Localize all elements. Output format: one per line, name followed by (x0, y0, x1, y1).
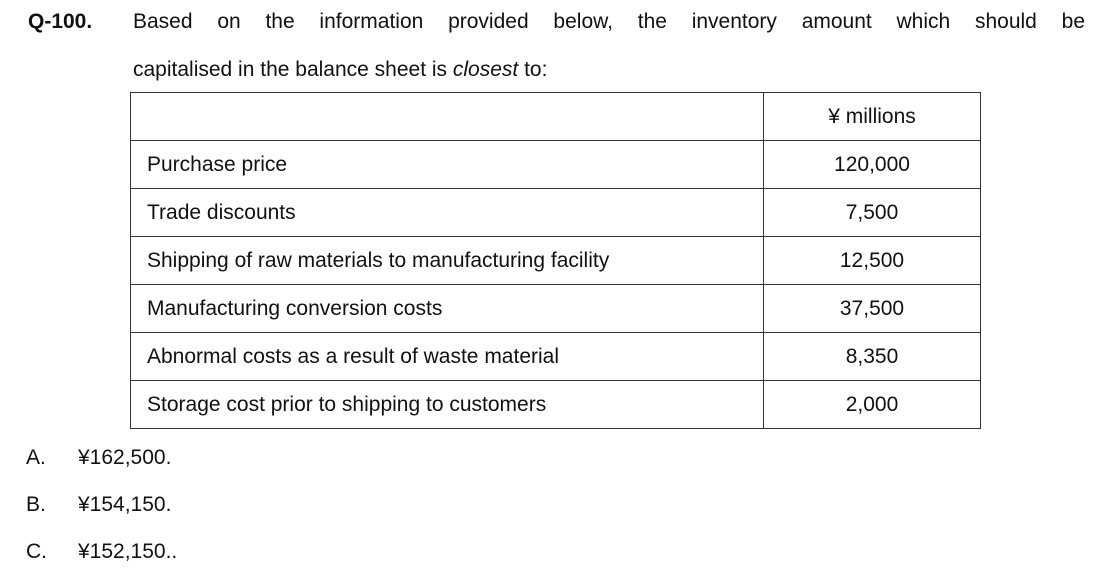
cost-table: ¥ millions Purchase price 120,000 Trade di… (130, 92, 981, 429)
header-cell: ¥ millions (763, 92, 981, 141)
item-cell: Manufacturing conversion costs (130, 284, 764, 333)
item-cell: Purchase price (130, 140, 764, 189)
amount-cell: 120,000 (763, 140, 981, 189)
table-row: Storage cost prior to shipping to custom… (130, 380, 981, 429)
item-cell: Shipping of raw materials to manufacturi… (130, 236, 764, 285)
item-cell: Storage cost prior to shipping to custom… (130, 380, 764, 429)
option-text: ¥154,150. (78, 493, 172, 516)
amount-cell: 2,000 (763, 380, 981, 429)
option-text: ¥162,500. (78, 446, 172, 469)
table-row: Shipping of raw materials to manufacturi… (130, 236, 981, 285)
table-row: Abnormal costs as a result of waste mate… (130, 332, 981, 381)
question-text: to: (518, 58, 548, 81)
question-number: Q-100. (28, 10, 93, 33)
option-letter: B. (26, 493, 46, 516)
amount-cell: 8,350 (763, 332, 981, 381)
question-line: Based on the information provided below,… (133, 10, 1085, 33)
option-letter: A. (26, 446, 46, 469)
item-cell: Abnormal costs as a result of waste mate… (130, 332, 764, 381)
amount-cell: 7,500 (763, 188, 981, 237)
header-row: ¥ millions (130, 92, 981, 141)
table-row: Manufacturing conversion costs 37,500 (130, 284, 981, 333)
question-text: capitalised in the balance sheet is (133, 58, 453, 81)
amount-cell: 37,500 (763, 284, 981, 333)
question-emphasis: closest (452, 58, 519, 81)
header-blank (130, 92, 764, 141)
table-row: Purchase price 120,000 (130, 140, 981, 189)
amount-cell: 12,500 (763, 236, 981, 285)
item-cell: Trade discounts (130, 188, 764, 237)
question-line: capitalised in the balance sheet is clos… (133, 56, 547, 84)
option-letter: C. (26, 540, 47, 563)
option-text: ¥152,150.. (78, 540, 178, 563)
table-row: Trade discounts 7,500 (130, 188, 981, 237)
